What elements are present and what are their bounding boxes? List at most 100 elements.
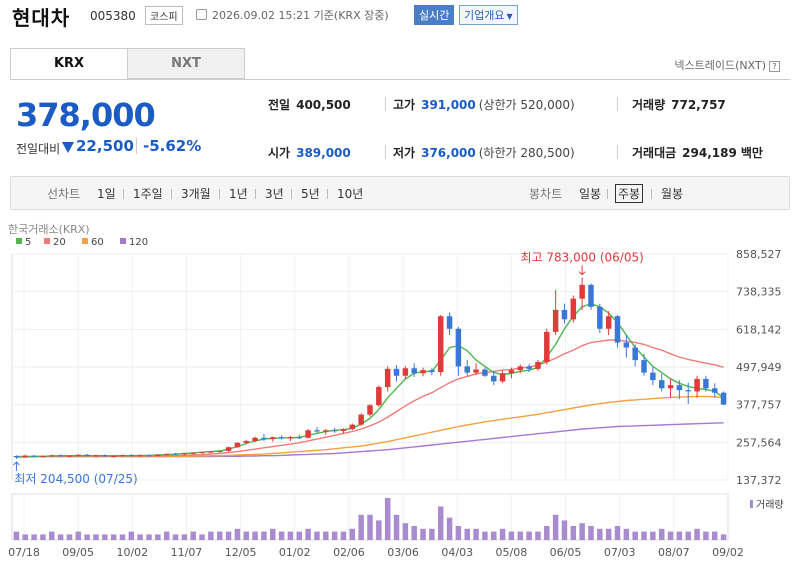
candle-body xyxy=(331,430,338,432)
period-1w[interactable]: 1주일 xyxy=(133,187,163,201)
volume-bar xyxy=(296,531,303,540)
candle-body xyxy=(243,440,249,443)
volume-bar xyxy=(667,531,674,540)
candle-body xyxy=(66,455,73,457)
volume-bar xyxy=(720,534,727,540)
x-tick-label: 11/07 xyxy=(171,546,203,559)
volume-bar xyxy=(703,531,709,540)
candle-body xyxy=(667,385,674,389)
period-3y[interactable]: 3년 xyxy=(265,187,284,201)
candle-body xyxy=(508,370,515,374)
volume-bar xyxy=(623,528,630,540)
stat-low: 저가 376,000 (하한가 280,500) xyxy=(393,144,575,161)
period-monthly[interactable]: 월봉 xyxy=(661,187,684,201)
stat-value: 391,000 xyxy=(421,98,476,112)
legend-swatch xyxy=(44,238,50,244)
volume-bar xyxy=(552,514,559,540)
candle-body xyxy=(190,452,196,454)
volume-label: 거래량 xyxy=(756,499,784,511)
volume-bar xyxy=(429,528,435,540)
volume-bar xyxy=(570,526,577,540)
tab-krx[interactable]: KRX xyxy=(10,48,128,79)
volume-bar xyxy=(270,528,276,540)
volume-bar xyxy=(508,531,515,540)
candle-body xyxy=(163,453,170,455)
stat-label: 고가 xyxy=(393,98,416,112)
stat-value: 772,757 xyxy=(671,98,726,112)
nxt-link[interactable]: 넥스트레이드(NXT)? xyxy=(674,57,780,73)
x-tick-label: 02/06 xyxy=(333,546,365,559)
candle-body xyxy=(588,284,594,307)
volume-bar xyxy=(349,528,356,540)
candle-body xyxy=(22,455,28,458)
legend-swatch xyxy=(120,238,126,244)
stat-prev-close: 전일 400,500 xyxy=(268,96,351,113)
period-1y[interactable]: 1년 xyxy=(229,187,248,201)
candle-body xyxy=(119,455,126,457)
candle-body xyxy=(632,347,638,361)
stat-label: 시가 xyxy=(268,146,291,160)
candle-body xyxy=(384,368,391,388)
stock-name: 현대차 xyxy=(12,6,71,30)
chart-svg: 858,527 738,335 618,142 497,949 377,757 257,5… xyxy=(8,223,784,559)
divider xyxy=(651,189,652,199)
stat-label: 거래량 xyxy=(632,98,666,112)
company-overview-label: 기업개요 xyxy=(464,9,505,22)
stat-value: 376,000 xyxy=(421,146,476,160)
realtime-button[interactable]: 실시간 xyxy=(414,5,455,25)
help-icon[interactable]: ? xyxy=(769,61,780,72)
volume-bar xyxy=(22,534,28,540)
period-5y[interactable]: 5년 xyxy=(301,187,320,201)
volume-bar xyxy=(84,534,90,540)
period-3m[interactable]: 3개월 xyxy=(181,187,211,201)
candle-body xyxy=(544,331,550,362)
volume-bar xyxy=(181,534,188,540)
x-tick-label: 08/07 xyxy=(658,546,690,559)
period-10y[interactable]: 10년 xyxy=(337,187,364,201)
x-tick-label: 07/03 xyxy=(604,546,636,559)
volume-bar xyxy=(225,531,232,540)
volume-bar xyxy=(473,528,479,540)
candle-body xyxy=(270,437,276,440)
divider xyxy=(136,138,137,154)
volume-bar xyxy=(323,531,329,540)
x-tick-label: 09/05 xyxy=(62,546,94,559)
low-annotation: 최저 204,500 (07/25) xyxy=(14,472,137,486)
candle-body xyxy=(128,455,135,457)
period-1d[interactable]: 1일 xyxy=(97,187,116,201)
candle-body xyxy=(102,455,108,457)
tab-nxt[interactable]: NXT xyxy=(127,48,245,79)
divider xyxy=(255,189,256,199)
candle-body xyxy=(641,360,647,373)
volume-bar xyxy=(49,531,55,540)
volume-bar xyxy=(544,526,550,540)
high-arrow xyxy=(578,265,586,276)
divider xyxy=(617,145,618,159)
divider xyxy=(327,189,328,199)
volume-bar xyxy=(446,517,453,540)
period-weekly[interactable]: 주봉 xyxy=(615,184,644,203)
volume-bar xyxy=(499,528,506,540)
candle-body xyxy=(429,370,435,372)
volume-bar xyxy=(163,531,170,540)
exchange-tabs: KRX NXT 넥스트레이드(NXT)? xyxy=(10,48,790,80)
volume-bar xyxy=(420,528,426,540)
volume-bar xyxy=(517,531,524,540)
company-overview-button[interactable]: 기업개요 ▼ xyxy=(459,5,518,25)
volume-bar xyxy=(190,531,196,540)
clock-icon xyxy=(196,9,207,20)
candle-body xyxy=(703,378,709,389)
market-badge: 코스피 xyxy=(145,6,183,25)
volume-bar xyxy=(137,534,143,540)
x-tick-label: 09/02 xyxy=(712,546,744,559)
candle-body xyxy=(535,361,541,369)
candle-chart-label: 봉차트 xyxy=(529,187,563,201)
period-daily[interactable]: 일봉 xyxy=(579,187,602,201)
x-tick-label: 07/18 xyxy=(8,546,40,559)
volume-bar xyxy=(614,526,621,540)
volume-bar xyxy=(411,526,417,540)
candle-body xyxy=(491,375,497,382)
candle-body xyxy=(393,368,400,376)
y-tick-label: 858,527 xyxy=(736,248,782,261)
x-tick-label: 03/06 xyxy=(387,546,419,559)
